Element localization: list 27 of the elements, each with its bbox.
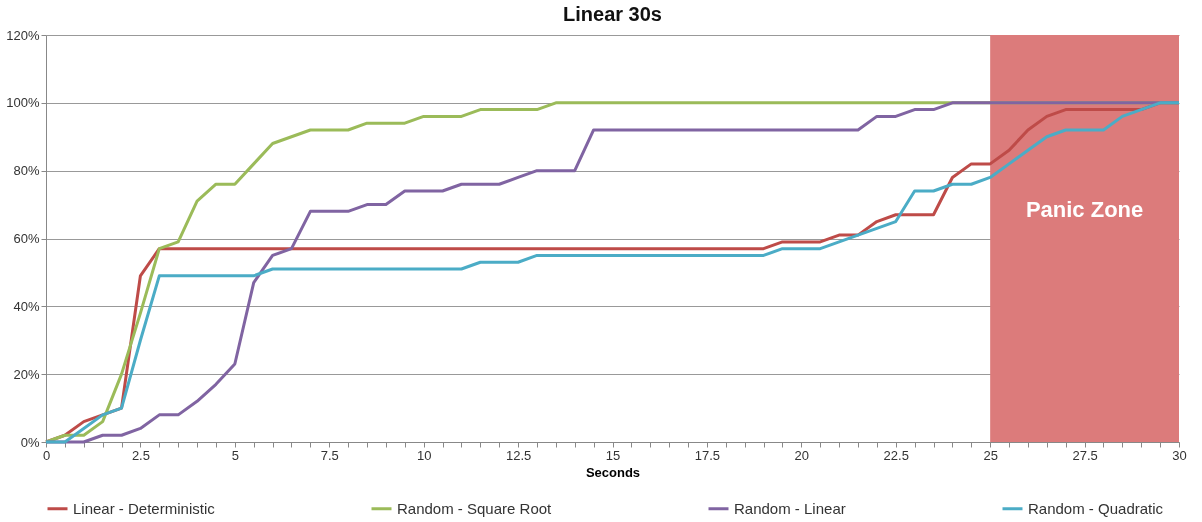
legend-label: Random - Linear	[734, 499, 846, 517]
x-tick-label: 0	[42, 447, 51, 463]
x-tick-label: 12.5	[505, 447, 532, 463]
y-tick-label: 0%	[20, 434, 40, 450]
y-tick-label: 60%	[13, 231, 40, 246]
x-tick-label: 25	[983, 447, 998, 463]
y-tick-label: 120%	[6, 27, 40, 43]
y-tick-label: 80%	[13, 163, 40, 179]
x-tick-label: 22.5	[883, 447, 909, 463]
y-tick-label: 100%	[6, 95, 40, 111]
x-tick-label: 20	[794, 447, 810, 463]
band-label: Panic Zone	[1025, 197, 1144, 222]
x-tick-label: 30	[1172, 447, 1187, 463]
y-tick-label: 20%	[13, 366, 40, 382]
x-tick-label: 5	[231, 447, 239, 463]
chart-title: Linear 30s	[563, 3, 662, 25]
legend-label: Random - Square Root	[397, 499, 553, 517]
x-tick-label: 7.5	[320, 447, 339, 463]
x-tick-label: 15	[605, 447, 621, 463]
x-tick-label: 17.5	[694, 447, 721, 463]
y-tick-label: 40%	[13, 298, 40, 314]
x-axis-title: Seconds	[585, 464, 641, 480]
x-tick-label: 27.5	[1072, 447, 1098, 463]
x-tick-label: 2.5	[131, 447, 150, 463]
legend-label: Linear - Deterministic	[73, 499, 216, 517]
x-tick-label: 10	[416, 447, 432, 463]
legend-label: Random - Quadratic	[1028, 499, 1164, 517]
